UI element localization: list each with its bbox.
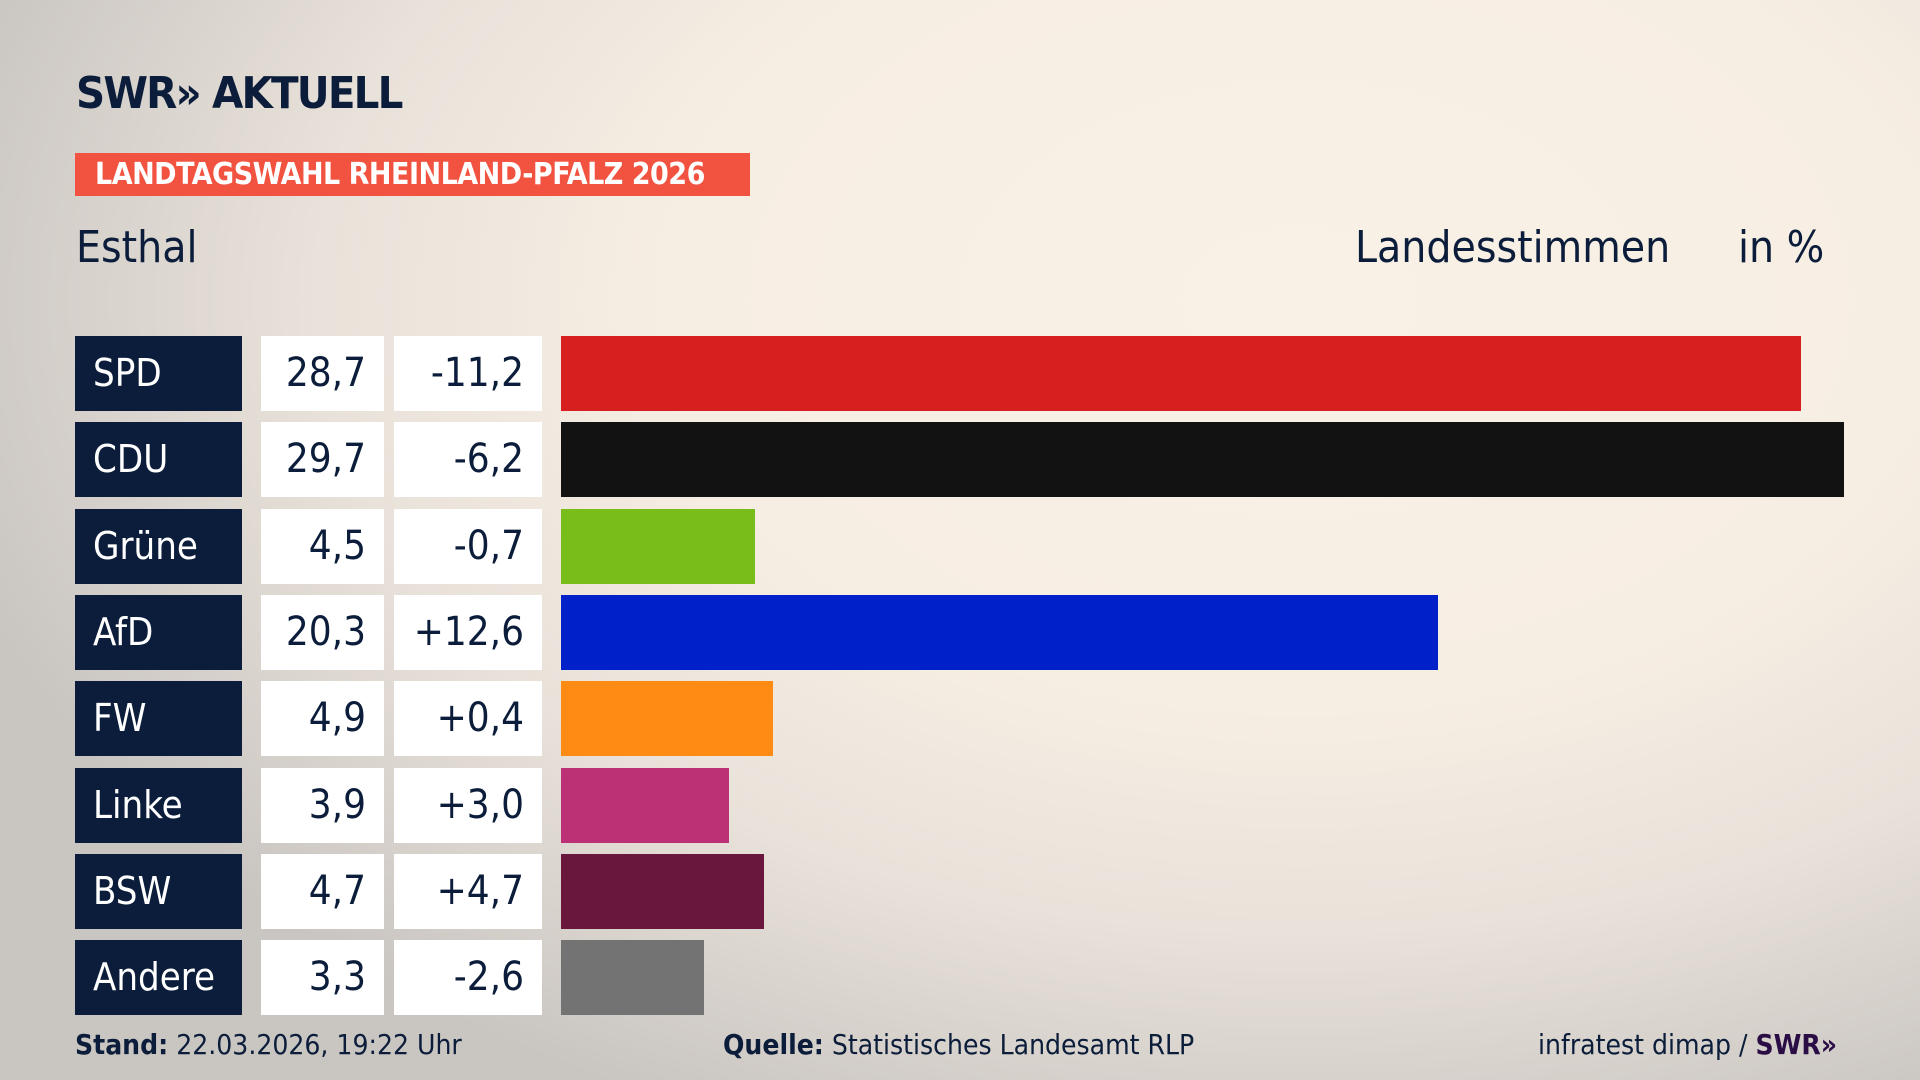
party-label: AfD: [75, 594, 242, 670]
swr-aktuell-logo: SWR» AKTUELL: [76, 68, 403, 119]
party-label: Linke: [75, 767, 242, 843]
bar: [561, 594, 1438, 670]
value-label: 4,7: [261, 853, 384, 929]
diff-label: +0,4: [394, 681, 542, 757]
bar: [561, 767, 730, 843]
party-label: Andere: [75, 940, 242, 1016]
place-title: Esthal: [76, 222, 198, 273]
unit-label: in %: [1738, 222, 1825, 273]
diff-label: -2,6: [394, 940, 542, 1016]
value-label: 3,3: [261, 940, 384, 1016]
bar: [561, 422, 1844, 498]
stand-info: Stand: 22.03.2026, 19:22 Uhr: [75, 1028, 462, 1061]
diff-label: +12,6: [394, 594, 542, 670]
bar: [561, 681, 773, 757]
diff-label: -11,2: [394, 336, 542, 411]
stand-label: Stand:: [75, 1028, 169, 1061]
bar: [561, 940, 704, 1016]
diff-label: +4,7: [394, 853, 542, 929]
value-label: 29,7: [261, 422, 384, 498]
party-label: SPD: [75, 336, 242, 411]
bar: [561, 853, 765, 929]
party-label: FW: [75, 681, 242, 757]
party-label: BSW: [75, 853, 242, 929]
value-label: 4,5: [261, 508, 384, 584]
diff-label: -6,2: [394, 422, 542, 498]
source-label: Quelle:: [723, 1028, 824, 1061]
value-label: 28,7: [261, 336, 384, 411]
value-label: 4,9: [261, 681, 384, 757]
source-info: Quelle: Statistisches Landesamt RLP: [723, 1028, 1194, 1061]
swr-logo-small: SWR»: [1755, 1028, 1838, 1061]
credit-info: infratest dimap / SWR»: [1538, 1028, 1837, 1061]
stand-value: 22.03.2026, 19:22 Uhr: [176, 1028, 462, 1061]
value-label: 3,9: [261, 767, 384, 843]
party-label: CDU: [75, 422, 242, 498]
diff-label: +3,0: [394, 767, 542, 843]
bar: [561, 336, 1801, 411]
diff-label: -0,7: [394, 508, 542, 584]
vote-type-label: Landesstimmen: [1355, 222, 1671, 273]
election-banner: LANDTAGSWAHL RHEINLAND-PFALZ 2026: [75, 153, 750, 196]
source-value: Statistisches Landesamt RLP: [831, 1028, 1195, 1061]
credit-text: infratest dimap /: [1538, 1028, 1748, 1061]
party-label: Grüne: [75, 508, 242, 584]
bar: [561, 508, 756, 584]
value-label: 20,3: [261, 594, 384, 670]
